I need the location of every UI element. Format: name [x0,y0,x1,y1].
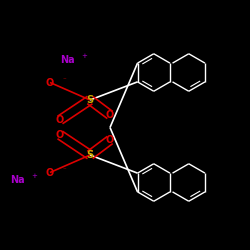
Text: S: S [86,95,94,105]
Text: O: O [46,168,54,177]
Text: O: O [56,115,64,125]
Text: S: S [86,150,94,160]
Text: Na: Na [60,55,75,65]
Text: Na: Na [10,175,25,185]
Text: O: O [46,78,54,88]
Text: ⁻: ⁻ [62,167,66,173]
Text: +: + [81,53,87,59]
Text: O: O [56,130,64,140]
Text: +: + [31,173,37,179]
Text: ⁻: ⁻ [62,77,66,83]
Text: O: O [106,135,114,145]
Text: O: O [106,110,114,120]
